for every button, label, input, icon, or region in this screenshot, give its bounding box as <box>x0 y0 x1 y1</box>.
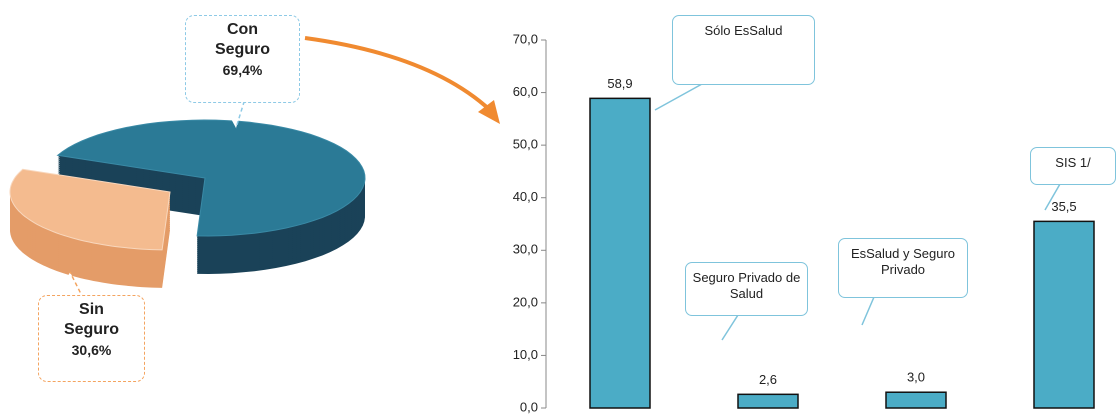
value-label: 3,0 <box>907 370 925 385</box>
category-label: Sin Seguro <box>63 301 120 338</box>
value-label: 30,6% <box>71 342 112 358</box>
callout-tail <box>848 296 876 326</box>
y-tick-label: 20,0 <box>513 294 538 309</box>
bar <box>1033 220 1095 409</box>
y-tick-label: 50,0 <box>513 137 538 152</box>
callout-tail <box>654 83 703 111</box>
callout: Con Seguro 69,4% <box>185 15 300 103</box>
bar <box>737 393 799 409</box>
value-label: 2,6 <box>759 372 777 387</box>
y-tick-label: 30,0 <box>513 242 538 257</box>
slice <box>9 168 171 251</box>
y-tick-label: 60,0 <box>513 84 538 99</box>
category-label: EsSalud y Seguro Privado <box>838 238 968 298</box>
value-label: 69,4% <box>222 62 263 78</box>
y-tick-label: 40,0 <box>513 189 538 204</box>
value-label: 58,9 <box>607 76 632 91</box>
arrow <box>304 36 492 112</box>
category-label: Seguro Privado de Salud <box>685 262 808 316</box>
callout: Sin Seguro 30,6% <box>38 295 145 382</box>
bar <box>885 391 947 409</box>
arrow-head <box>478 100 500 124</box>
category-label: Con Seguro <box>214 21 271 58</box>
bar <box>589 97 651 409</box>
category-label: SIS 1/ <box>1030 147 1116 185</box>
y-tick-label: 10,0 <box>513 347 538 362</box>
value-label: 35,5 <box>1051 199 1076 214</box>
slice <box>56 119 366 237</box>
y-tick-label: 70,0 <box>513 31 538 46</box>
y-tick-label: 0,0 <box>520 399 538 414</box>
callout-tail <box>712 314 740 341</box>
category-label: Sólo EsSalud <box>672 15 815 85</box>
